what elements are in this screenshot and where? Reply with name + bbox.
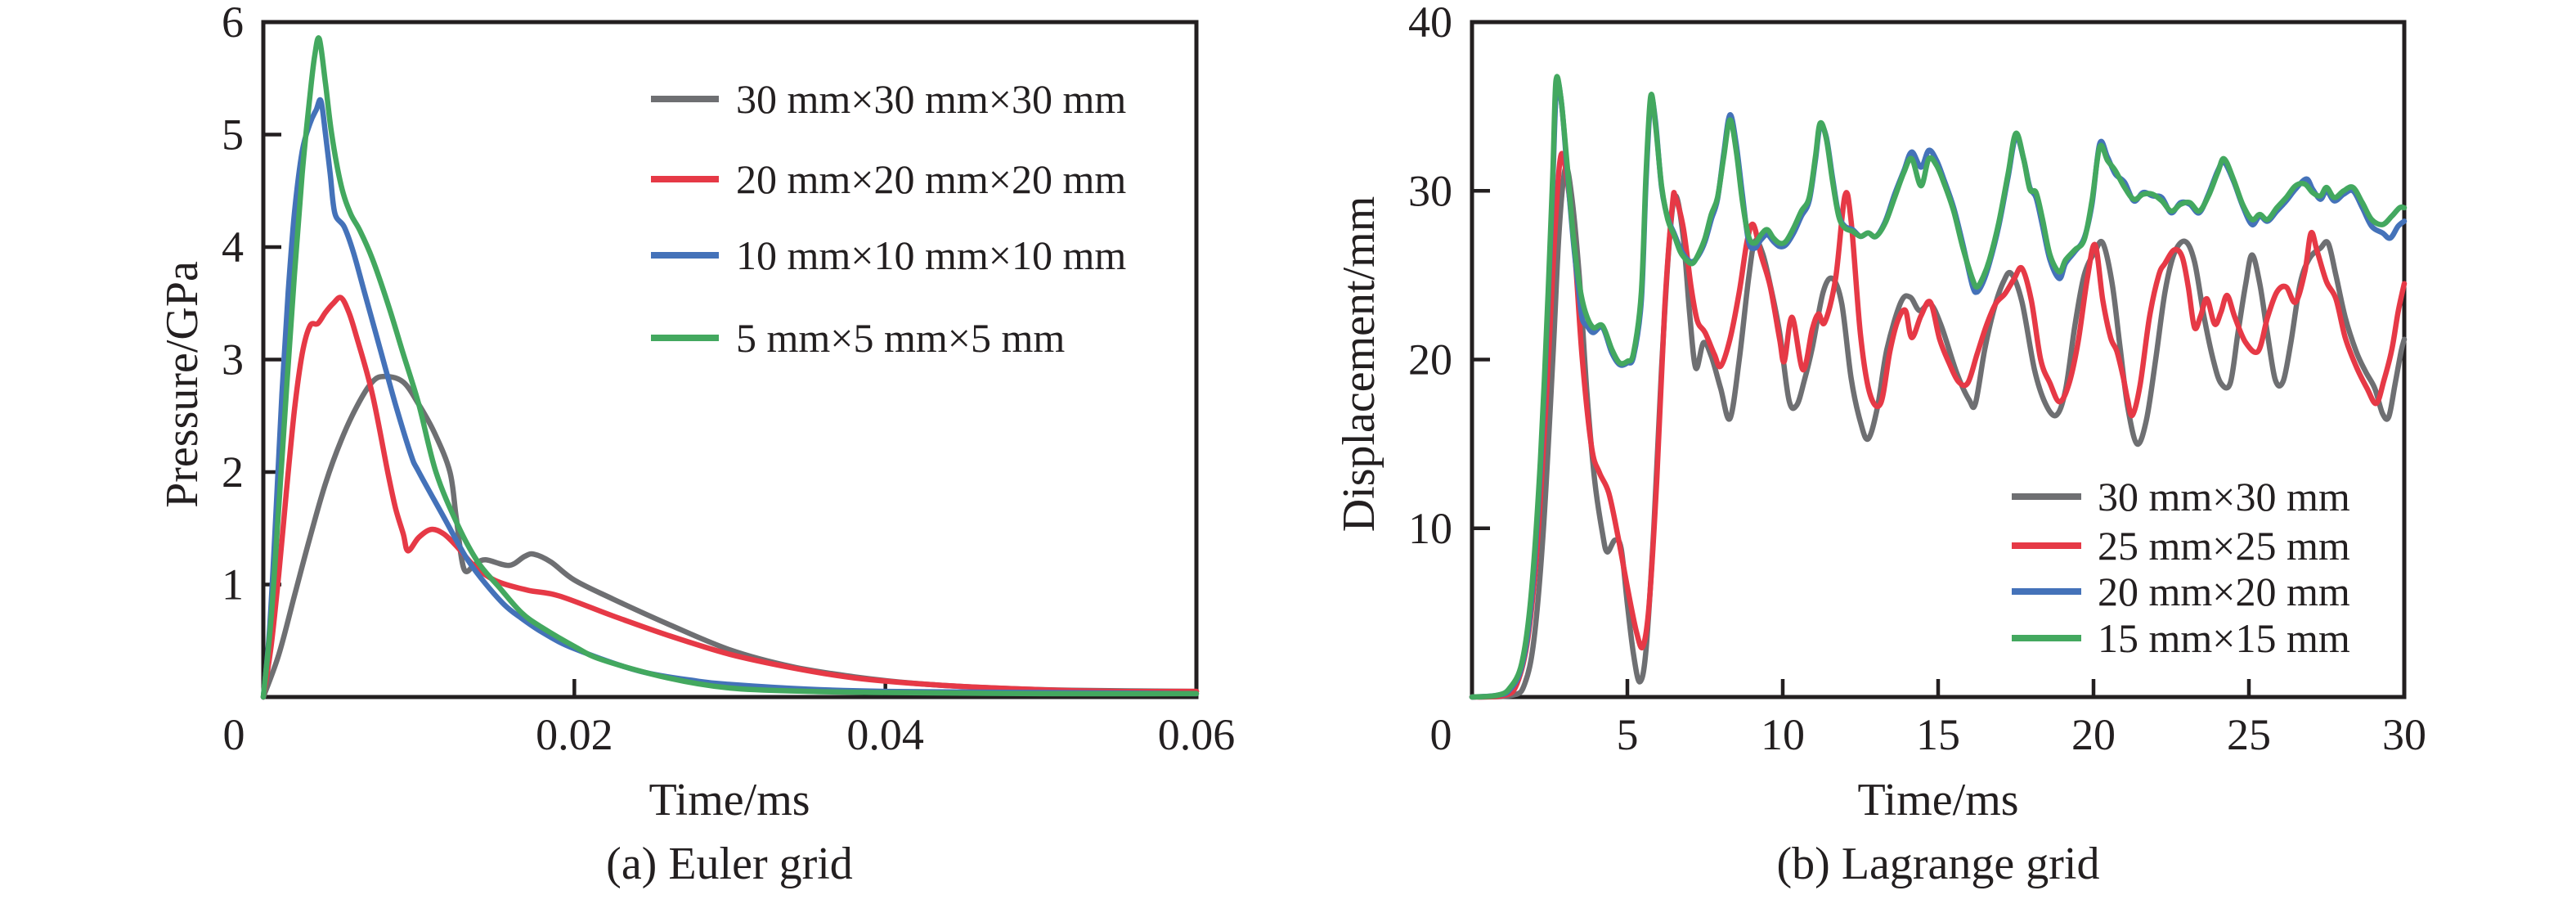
legend-label: 15 mm×15 mm <box>2098 615 2350 661</box>
x-tick-label: 10 <box>1761 710 1805 759</box>
y-tick-label: 20 <box>1408 335 1452 385</box>
series-line-25 mm×25 mm <box>1469 151 2408 700</box>
panel-b-ylabel: Displacement/mm <box>1334 196 1384 533</box>
series-line-15 mm×15 mm <box>1469 74 2408 700</box>
y-tick-label: 5 <box>222 110 244 160</box>
panel-a: 0 0.02 0.04 0.06 1 2 3 4 5 6 30 mm×30 mm×30 mm 20 m… <box>222 0 1235 759</box>
x-tick-label: 15 <box>1916 710 1960 759</box>
y-tick-label: 3 <box>222 335 244 385</box>
series-line-5 mm×5 mm×5 mm <box>260 35 1200 700</box>
x-tick-label: 0 <box>1430 710 1452 759</box>
x-tick-label: 5 <box>1617 710 1639 759</box>
y-tick-label: 6 <box>222 0 244 47</box>
y-tick-label: 30 <box>1408 166 1452 215</box>
y-tick-label: 40 <box>1408 0 1452 47</box>
legend-label: 20 mm×20 mm <box>2098 569 2350 614</box>
panel-b-caption: (b) Lagrange grid <box>1776 839 2100 889</box>
series-line-20 mm×20 mm×20 mm <box>260 295 1200 700</box>
panel-b-xlabel: Time/ms <box>1857 775 2019 825</box>
x-tick-label: 30 <box>2382 710 2426 759</box>
x-tick-label: 0.04 <box>846 710 924 759</box>
series-line-10 mm×10 mm×10 mm <box>260 97 1200 700</box>
panel-a-xlabel: Time/ms <box>648 775 810 825</box>
legend-label: 30 mm×30 mm <box>2098 474 2350 519</box>
legend-label: 25 mm×25 mm <box>2098 523 2350 569</box>
x-tick-label: 0.06 <box>1158 710 1236 759</box>
y-tick-label: 10 <box>1408 504 1452 553</box>
panel-a-ylabel: Pressure/GPa <box>157 261 208 508</box>
x-tick-label: 0 <box>223 710 245 759</box>
x-tick-label: 25 <box>2227 710 2271 759</box>
legend-label: 10 mm×10 mm×10 mm <box>736 232 1126 278</box>
x-tick-label: 0.02 <box>536 710 613 759</box>
x-tick-label: 20 <box>2071 710 2116 759</box>
panel-a-caption: (a) Euler grid <box>606 839 853 889</box>
y-tick-label: 1 <box>222 560 244 609</box>
legend-label: 5 mm×5 mm×5 mm <box>736 315 1065 361</box>
y-tick-label: 4 <box>222 223 244 272</box>
y-tick-label: 2 <box>222 448 244 497</box>
legend-label: 30 mm×30 mm×30 mm <box>736 76 1126 122</box>
legend-label: 20 mm×20 mm×20 mm <box>736 156 1126 202</box>
